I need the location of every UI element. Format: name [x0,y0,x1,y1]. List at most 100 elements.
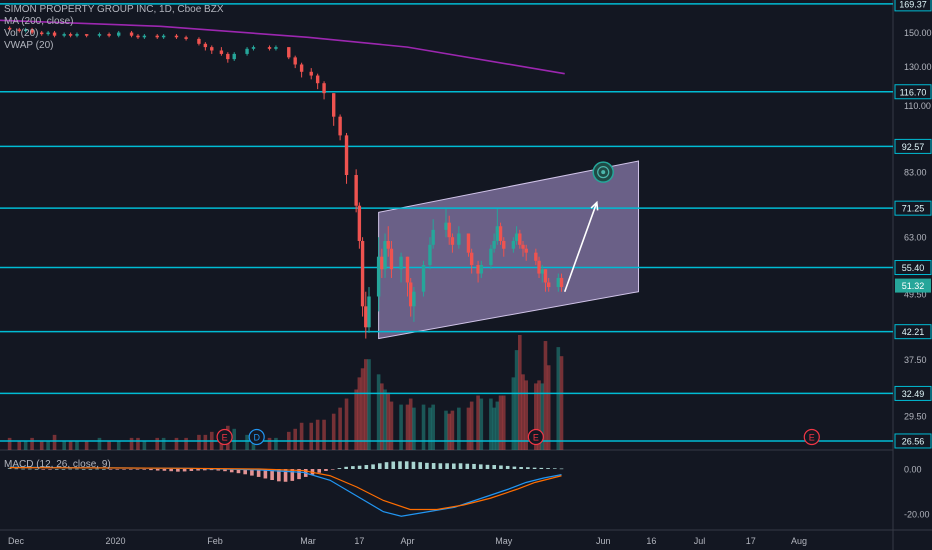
volume-bar [136,437,140,450]
event-marker-label: D [253,433,260,443]
candle-body [495,226,500,241]
symbol-title[interactable]: SIMON PROPERTY GROUP INC, 1D, Cboe BZX [4,4,224,15]
macd-histogram-bar [344,466,348,469]
event-marker-icon [803,428,820,446]
macd-histogram-bar [196,469,200,471]
level-price-tag [894,138,932,154]
event-marker-label: E [533,433,539,443]
candle-body [203,43,208,48]
time-axis-tick: Jul [694,536,706,546]
volume-bar [315,419,320,450]
volume-bar [489,398,493,450]
macd-histogram-bar [398,461,402,469]
candle-body [534,252,538,261]
ma-indicator-label[interactable]: MA (200, close) [4,16,74,27]
volume-bar [363,359,368,450]
macd-histogram-bar [34,469,39,470]
volume-bar [293,428,297,450]
volume-bar [498,395,503,450]
volume-bar [274,437,278,450]
macd-histogram-bar [330,469,335,470]
candle-body [514,233,519,241]
candle-body [210,47,214,51]
candle-body [46,32,50,35]
candle-body [251,47,256,49]
volume-bar [469,401,474,450]
macd-histogram-bar [519,467,523,469]
projection-arrow-line [563,202,598,292]
candle-body [492,240,496,249]
macd-histogram-bar [546,468,550,469]
candle-body [450,237,455,245]
macd-histogram-bar [445,463,449,469]
time-axis-tick: 17 [746,536,756,546]
time-axis-tick: Jun [596,536,611,546]
candle-body [30,29,34,33]
candle-body [68,34,73,36]
volume-bar [161,437,166,450]
candle-body [7,27,12,30]
volume-bar [466,407,471,450]
level-price-tag [894,260,932,276]
volume-bar [245,434,249,450]
candle-body [537,260,541,274]
volume-bar [203,434,208,450]
time-axis-tick: 17 [354,536,364,546]
macd-histogram-bar [209,469,214,471]
macd-histogram-bar [526,467,530,469]
target-marker-inner [597,166,610,179]
candle-body [344,135,349,176]
macd-histogram-bar [384,462,389,469]
level-price-tag [894,0,932,12]
candle-body [476,264,480,274]
candle-body [540,269,544,274]
volume-bar [299,422,304,450]
volume-bar [534,383,538,450]
price-axis-tick: 150.00 [904,28,932,38]
time-axis-tick: Aug [791,536,807,546]
volume-bar [389,401,394,450]
volume-bar [322,419,326,450]
macd-histogram-bar [41,469,46,470]
macd-histogram-bar [7,468,12,469]
macd-histogram-bar [48,469,52,470]
candle-body [107,34,111,36]
macd-indicator-label[interactable]: MACD (12, 26, close, 9) [4,459,111,470]
vwap-indicator-label[interactable]: VWAP (20) [4,40,54,51]
volume-bar [376,374,381,450]
candle-body [219,50,224,54]
macd-histogram-bar [404,461,409,469]
price-axis-tick: 37.50 [904,355,927,365]
candle-body [136,35,140,38]
candle-body [469,252,474,265]
candle-body [360,240,365,307]
macd-histogram-bar [243,469,247,475]
projection-arrow-head [590,200,599,211]
volume-bar [155,437,160,450]
candle-body [543,269,548,283]
candle-body [322,83,326,94]
macd-axis-tick: 0.00 [904,465,922,475]
level-price-tag [894,200,932,216]
volume-indicator-label[interactable]: Vol (20) [4,28,39,39]
volume-bar [357,377,362,450]
candle-body [226,53,230,60]
candle-body [428,244,432,265]
volume-bar [517,335,522,450]
macd-histogram-bar [411,461,416,469]
volume-bar [116,440,121,450]
candle-body [161,35,166,38]
macd-histogram-bar [182,469,187,472]
candle-body [274,47,278,49]
level-price-tag [894,385,932,401]
candle-body [518,233,522,245]
macd-histogram-bar [149,469,153,471]
volume-bar [331,413,336,450]
candle-body [524,248,528,253]
candle-body [376,256,381,297]
volume-bar [68,440,73,450]
volume-bar [107,440,111,450]
macd-histogram-bar [492,465,497,469]
level-price-tag [894,433,932,449]
